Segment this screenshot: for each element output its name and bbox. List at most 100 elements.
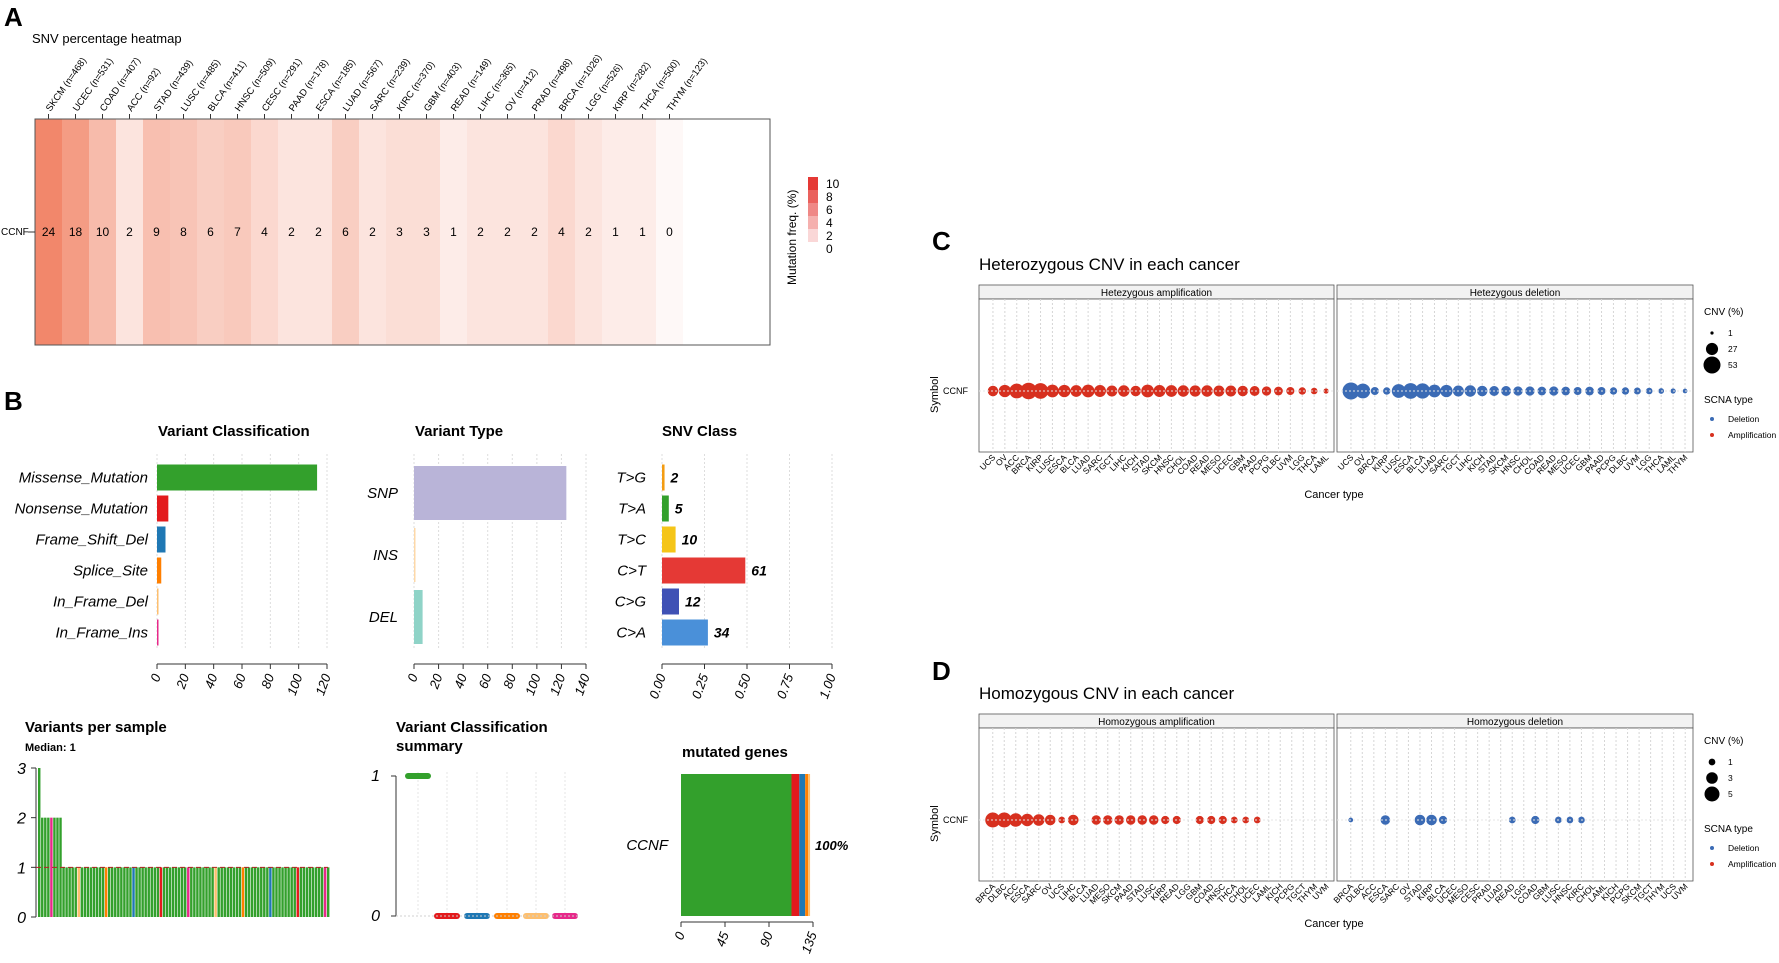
cnv-dot [1044,814,1056,826]
sample-bar [214,867,217,917]
heatmap-cell [251,119,278,345]
gene-bar-segment [808,774,811,916]
legend-size-label: 3 [1728,773,1733,783]
sample-bar [238,867,242,917]
axis-tick-label: 120 [312,671,334,697]
sample-bar [156,867,160,917]
heatmap-cell-value: 6 [207,225,214,239]
sample-bar [147,867,150,917]
legend-size-dot [1710,331,1714,335]
cnv-dot [1438,815,1448,825]
variant-classification-chart: 0 20 40 60 80 100 120 Missense_Mutation Nonsense… [15,454,334,697]
bar-value-label: 12 [685,594,701,610]
sample-bar [62,867,65,917]
cnv-xlabel: Cancer type [1304,489,1363,501]
sample-bar [98,867,102,917]
axis-tick-label: 20 [426,671,446,691]
heatmap-cell [116,119,143,345]
bar [662,526,676,553]
axis-tick-label: 0.50 [731,671,754,701]
legend-type-dot [1710,862,1714,866]
gene-pct-label: 100% [815,838,849,853]
heatmap-cell [305,119,332,345]
sample-bar [235,867,239,917]
axis-tick-label: 80 [258,671,277,690]
sample-bar [257,867,260,917]
legend-size-label: 1 [1728,757,1733,767]
bar [157,619,159,646]
sample-bar [101,867,105,917]
sample-bar [86,867,90,917]
legend-size-dot [1706,772,1718,784]
heatmap-cell [494,119,521,345]
cnv-dot [1242,816,1250,824]
heatmap-legend-swatch [808,203,818,216]
heatmap-cell-value: 0 [666,225,673,239]
sample-bar [226,867,230,917]
cnv-dot [1286,386,1295,396]
sample-bar [220,867,223,917]
bar-value-label: 5 [675,501,683,517]
heatmap-cell-value: 2 [531,225,538,239]
heatmap-cell [89,119,116,345]
sample-bar [308,867,312,917]
legend-size-title: CNV (%) [1704,307,1743,318]
cnv-dot [1323,388,1329,394]
sample-bar [56,817,59,917]
legend-size-label: 27 [1728,344,1738,354]
heatmap-cell-value: 2 [126,225,133,239]
bar [157,588,159,615]
heatmap-legend-tick: 6 [826,203,833,217]
sample-bar [293,867,296,917]
sample-bar [263,867,266,917]
snv-title: SNV Class [662,423,737,440]
bar [157,526,166,553]
facet-title: Homozygous amplification [1098,717,1215,728]
sample-bar [92,867,96,917]
bar [662,557,746,584]
sample-bar [202,867,205,917]
panel-letter-b: B [4,386,23,416]
sample-bar [205,867,208,917]
sample-bar [317,867,321,917]
axis-tick-label: 100 [522,671,544,697]
sample-bar [281,867,284,917]
cnv-dot [1249,386,1260,396]
vps-median: Median: 1 [25,742,76,754]
heatmap-legend-swatch [808,177,818,190]
axis-tick-label: 0.00 [646,671,669,701]
sample-bar [305,867,309,917]
sample-bar [141,867,144,917]
heatmap-cell [386,119,413,345]
sample-bar [232,867,236,917]
sample-bar [284,867,287,917]
legend-size-dot [1708,758,1716,766]
sample-bar [50,817,53,917]
facet-panel [1336,727,1694,882]
bar [662,588,679,615]
bar-value-label: 34 [714,625,730,641]
bar-label: C>A [616,625,646,642]
legend-type-title: SCNA type [1704,395,1753,406]
axis-tick-label: 0 [404,671,421,684]
heatmap-cell [62,119,89,345]
sample-bar [299,867,303,917]
heatmap-cell-value: 10 [96,225,110,239]
sample-bar [159,867,163,917]
cnv-dot [1426,814,1437,826]
bar-label: T>A [618,501,646,518]
legend-type-dot [1710,417,1714,421]
mutated-genes-chart: CCNF 100% 0 45 90 135 [626,774,849,955]
panel-letter-d: D [932,656,951,686]
cnv-dot [1298,387,1306,395]
bar [662,619,708,646]
heatmap-cell-value: 2 [369,225,376,239]
cnv-dot [1161,815,1170,825]
heatmap-cell [602,119,629,345]
cnv-dot [1230,816,1238,824]
cnv-dot [1058,816,1066,824]
panel-letter-c: C [932,226,951,256]
sample-bar [150,867,153,917]
legend-size-label: 53 [1728,360,1738,370]
